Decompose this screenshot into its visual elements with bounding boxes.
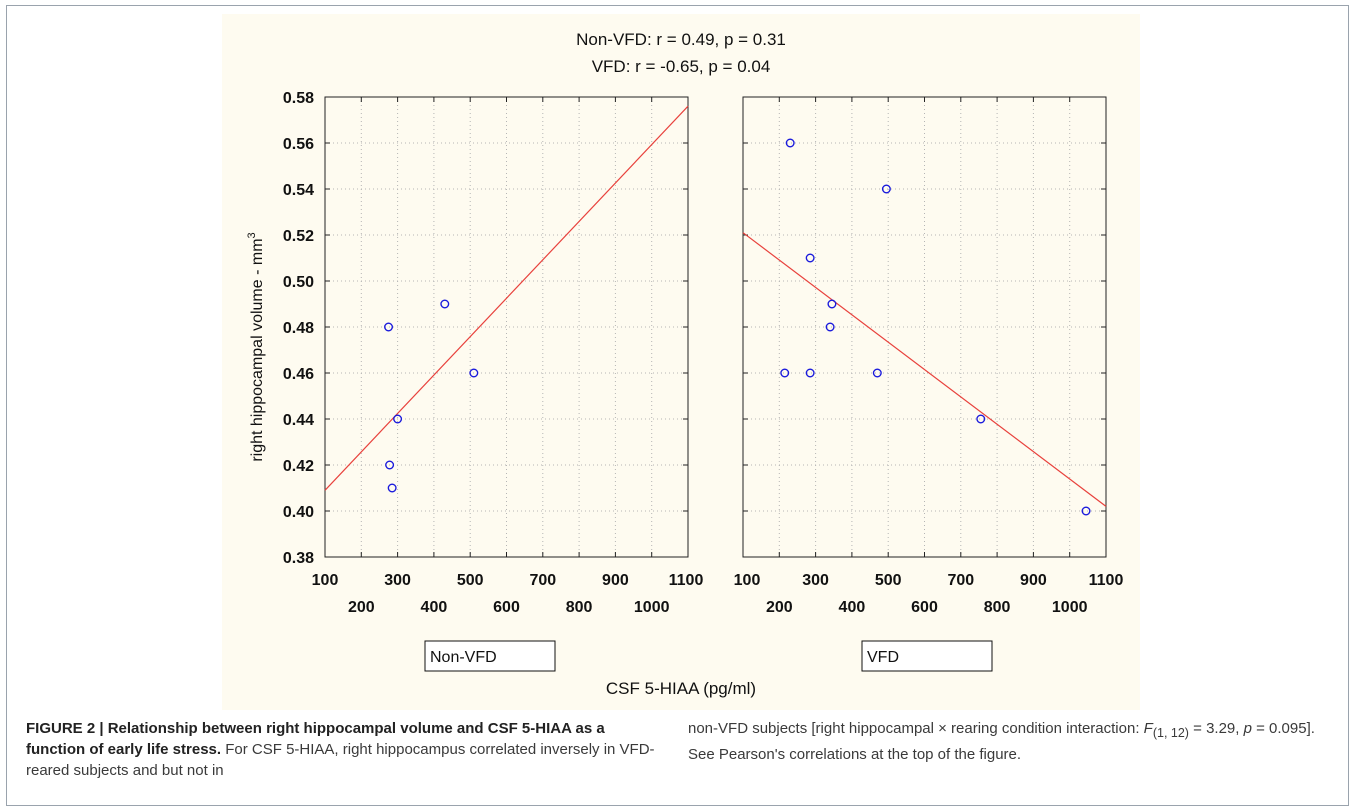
data-point <box>881 184 891 194</box>
x-tick-label-lower: 200 <box>766 599 793 616</box>
x-tick-label-lower: 400 <box>839 599 866 616</box>
chart-title-line-2: VFD: r = -0.65, p = 0.04 <box>592 57 771 76</box>
y-tick-label: 0.56 <box>283 136 314 153</box>
x-tick-label-lower: 400 <box>421 599 448 616</box>
caption-right-column: non-VFD subjects [right hippocampal × re… <box>688 718 1328 765</box>
x-tick-label-upper: 900 <box>602 572 629 589</box>
panel-0 <box>324 96 689 672</box>
data-point <box>785 138 795 148</box>
panel-legend-label: Non-VFD <box>430 649 497 666</box>
x-tick-label-upper: 1100 <box>669 572 704 589</box>
y-tick-label: 0.50 <box>283 274 314 291</box>
panels: 100 300 500 700 900 1100 200 400 600 800 1000 Non-V… <box>283 90 1124 672</box>
x-tick-label-lower: 800 <box>566 599 593 616</box>
caption-p-symbol: p <box>1243 720 1252 737</box>
y-tick-label: 0.40 <box>283 504 314 521</box>
x-tick-label-lower: 600 <box>493 599 520 616</box>
data-point <box>469 368 479 378</box>
x-tick-label-upper: 700 <box>947 572 974 589</box>
fit-line <box>742 232 1107 507</box>
chart-background <box>222 14 1140 710</box>
x-axis-label: CSF 5-HIAA (pg/ml) <box>606 679 756 698</box>
figure-frame <box>6 5 1349 806</box>
x-tick-label-upper: 500 <box>875 572 902 589</box>
y-tick-label: 0.48 <box>283 320 314 337</box>
y-tick-label: 0.52 <box>283 228 314 245</box>
data-point <box>872 368 882 378</box>
caption-right-part2: = 3.29, <box>1188 720 1244 737</box>
chart: Non-VFD: r = 0.49, p = 0.31 VFD: r = -0.… <box>222 14 1140 710</box>
x-tick-label-upper: 700 <box>529 572 556 589</box>
data-point <box>805 368 815 378</box>
data-point <box>387 483 397 493</box>
figure-caption: FIGURE 2 | Relationship between right hi… <box>26 718 1336 804</box>
x-tick-label-lower: 800 <box>984 599 1011 616</box>
data-point <box>1081 506 1091 516</box>
caption-right-part3: = 0.095]. See Pearson's correlations at … <box>688 720 1315 763</box>
data-point <box>393 414 403 424</box>
x-tick-label-upper: 1100 <box>1089 572 1124 589</box>
data-point <box>976 414 986 424</box>
x-tick-label-lower: 1000 <box>634 599 670 616</box>
x-tick-label-lower: 1000 <box>1052 599 1088 616</box>
data-point <box>780 368 790 378</box>
data-point <box>827 299 837 309</box>
y-axis-label-text: right hippocampal volume - mm <box>249 238 266 461</box>
x-tick-label-lower: 600 <box>911 599 938 616</box>
x-tick-label-upper: 100 <box>734 572 761 589</box>
panel-legend-label: VFD <box>867 649 899 666</box>
caption-figure-label: FIGURE 2 | Relationship between right hi… <box>26 720 605 758</box>
data-point <box>825 322 835 332</box>
caption-f-symbol: F <box>1143 720 1153 737</box>
x-tick-label-upper: 300 <box>384 572 411 589</box>
x-tick-label-upper: 300 <box>802 572 829 589</box>
caption-left-column: FIGURE 2 | Relationship between right hi… <box>26 718 656 781</box>
data-point <box>385 460 395 470</box>
chart-title-line-1: Non-VFD: r = 0.49, p = 0.31 <box>576 30 786 49</box>
y-tick-label: 0.58 <box>283 90 314 107</box>
y-axis-label: right hippocampal volume - mm3 <box>246 232 266 461</box>
panel-legend-box <box>861 640 993 672</box>
caption-f-subscript: (1, 12) <box>1152 726 1189 740</box>
y-tick-label: 0.38 <box>283 550 314 567</box>
panel-legend-box <box>424 640 556 672</box>
caption-right-part1: non-VFD subjects [right hippocampal × re… <box>688 720 1144 737</box>
y-tick-label: 0.44 <box>283 412 314 429</box>
y-tick-label: 0.54 <box>283 182 314 199</box>
y-axis-label-superscript: 3 <box>246 232 258 238</box>
x-tick-label-upper: 500 <box>457 572 484 589</box>
fit-line <box>324 105 689 491</box>
data-point <box>805 253 815 263</box>
data-point <box>440 299 450 309</box>
caption-left-text: For CSF 5-HIAA, right hippocampus correl… <box>26 741 655 779</box>
data-point <box>384 322 394 332</box>
y-tick-label: 0.42 <box>283 458 314 475</box>
x-tick-label-upper: 900 <box>1020 572 1047 589</box>
x-tick-label-lower: 200 <box>348 599 375 616</box>
panel-1 <box>742 96 1107 672</box>
y-tick-label: 0.46 <box>283 366 314 383</box>
x-tick-label-upper: 100 <box>312 572 339 589</box>
